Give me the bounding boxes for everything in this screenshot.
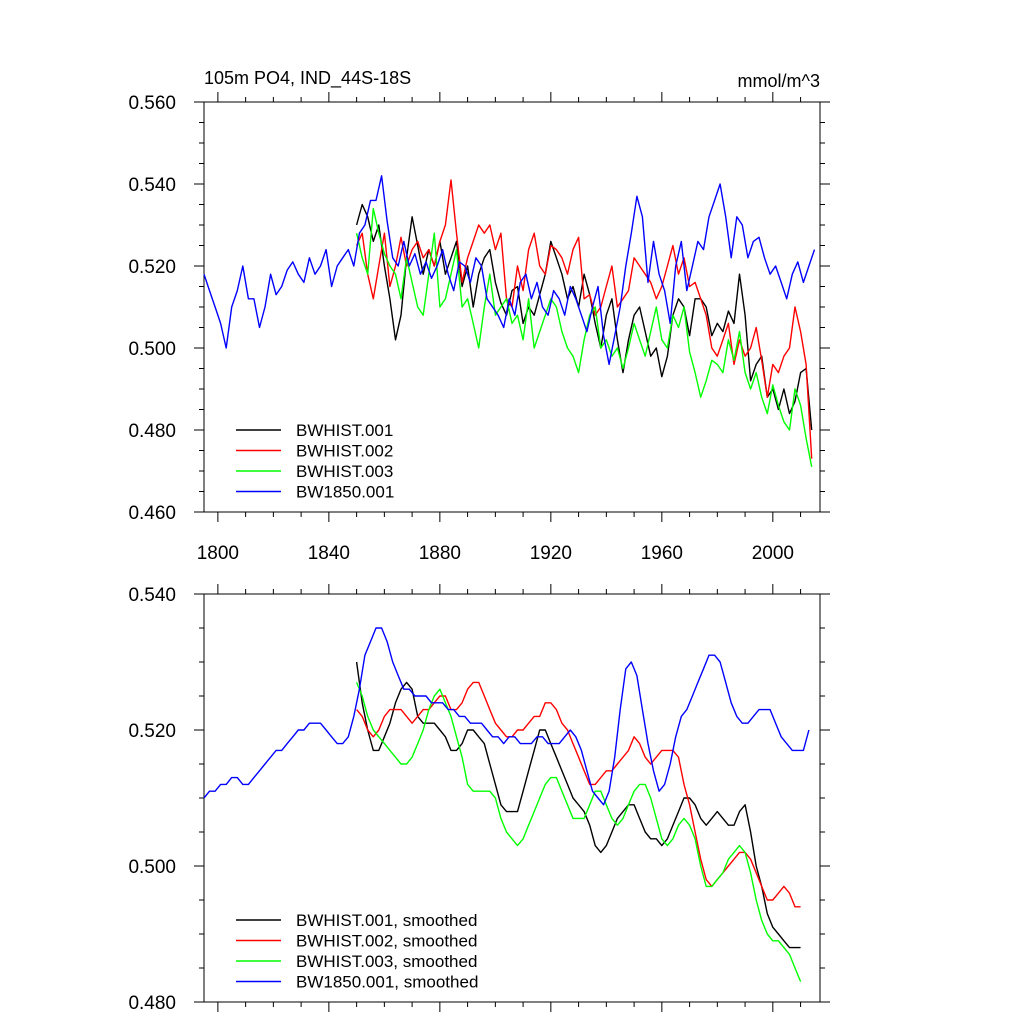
legend-label: BWHIST.001 [296, 421, 393, 440]
legend-label: BWHIST.002, smoothed [296, 932, 477, 951]
legend-label: BW1850.001 [296, 483, 394, 502]
y-tick-label: 0.540 [128, 585, 176, 606]
y-tick-label: 0.500 [128, 339, 176, 360]
x-tick-label: 2000 [752, 543, 794, 564]
x-tick-label: 1840 [308, 543, 350, 564]
series-line-4 [203, 627, 810, 806]
legend-label: BWHIST.003, smoothed [296, 952, 477, 971]
series-line-2 [356, 681, 801, 908]
y-tick-label: 0.460 [128, 503, 176, 524]
y-tick-label: 0.560 [128, 93, 176, 114]
x-tick-label: 1920 [530, 543, 572, 564]
series-line-3 [355, 207, 813, 468]
series-line-1 [355, 661, 801, 949]
units-label: mmol/m^3 [738, 71, 820, 91]
top-panel: 1800 1840 1880 1920 1960 2000 0.460 0.480 0.500 0… [128, 92, 830, 564]
series-line-1 [355, 203, 813, 431]
x-tick-label: 1960 [641, 543, 683, 564]
legend-label: BWHIST.001, smoothed [296, 911, 477, 930]
y-tick-label: 0.480 [128, 993, 176, 1014]
x-tick-label: 1800 [197, 543, 239, 564]
bottom-panel: 0.480 0.500 0.520 0.540 BWHIST.001, smoothed… [128, 584, 830, 1014]
series-line-4 [203, 175, 816, 366]
y-tick-label: 0.520 [128, 721, 176, 742]
y-tick-label: 0.520 [128, 257, 176, 278]
x-tick-label: 1880 [419, 543, 461, 564]
y-tick-label: 0.540 [128, 175, 176, 196]
series-line-3 [355, 682, 802, 982]
plot-title: 105m PO4, IND_44S-18S [204, 68, 411, 89]
y-tick-label: 0.500 [128, 857, 176, 878]
legend-label: BWHIST.002 [296, 442, 393, 461]
y-tick-label: 0.480 [128, 421, 176, 442]
legend-label: BW1850.001, smoothed [296, 973, 478, 992]
series-line-2 [355, 179, 813, 459]
legend-label: BWHIST.003 [296, 462, 393, 481]
